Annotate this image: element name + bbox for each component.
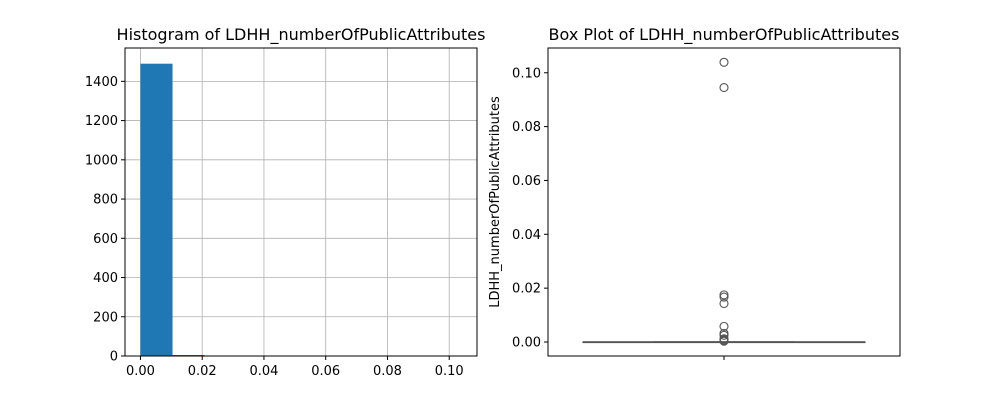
boxplot-y-ticks: 0.00 0.02 0.04 0.06 0.08 0.10 (512, 66, 548, 351)
histogram-title: Histogram of LDHH_numberOfPublicAttribut… (117, 25, 486, 45)
histogram-y-tick-label: 1000 (85, 153, 118, 168)
boxplot-y-axis-label: LDHH_numberOfPublicAttributes (488, 96, 503, 308)
boxplot-y-tick-label: 0.02 (512, 282, 541, 297)
boxplot-outlier-point (719, 336, 729, 346)
boxplot-outlier-point (719, 57, 729, 67)
histogram-bars (140, 63, 462, 357)
histogram-y-tick-label: 600 (93, 232, 118, 247)
histogram-x-ticks: 0.00 0.02 0.04 0.06 0.08 0.10 (126, 356, 464, 379)
histogram-bar (140, 63, 173, 356)
histogram-y-ticks: 0 200 400 600 800 1000 1200 1400 (85, 75, 125, 365)
histogram-y-tick-label: 800 (93, 193, 118, 208)
histogram-grid (125, 48, 477, 357)
boxplot-y-tick-label: 0.08 (512, 120, 541, 135)
boxplot-outliers (719, 57, 729, 346)
boxplot-y-tick-label: 0.00 (512, 336, 541, 351)
histogram-y-tick-label: 400 (93, 271, 118, 286)
histogram-y-tick-label: 1400 (85, 75, 118, 90)
boxplot-panel: Box Plot of LDHH_numberOfPublicAttribute… (488, 25, 901, 360)
histogram-x-tick-label: 0.10 (435, 364, 464, 379)
boxplot-outlier-point (719, 298, 729, 309)
histogram-x-tick-label: 0.02 (188, 364, 217, 379)
histogram-y-tick-label: 1200 (85, 114, 118, 129)
histogram-x-tick-label: 0.00 (126, 364, 155, 379)
histogram-x-tick-label: 0.08 (373, 364, 402, 379)
boxplot-outlier-point (719, 292, 729, 302)
histogram-x-tick-label: 0.06 (311, 364, 340, 379)
boxplot-title: Box Plot of LDHH_numberOfPublicAttribute… (549, 25, 900, 45)
boxplot-axes-frame (547, 47, 901, 357)
boxplot-outlier-point (719, 330, 729, 340)
boxplot-outlier-point (719, 321, 729, 331)
histogram-x-tick-label: 0.04 (249, 364, 278, 379)
boxplot-y-tick-label: 0.06 (512, 174, 541, 189)
boxplot-y-tick-label: 0.04 (512, 228, 541, 243)
boxplot-outlier-point (719, 83, 729, 93)
histogram-axes-frame (124, 47, 478, 357)
histogram-panel: Histogram of LDHH_numberOfPublicAttribut… (85, 25, 486, 379)
histogram-y-tick-label: 0 (110, 350, 118, 365)
boxplot-y-tick-label: 0.10 (512, 66, 541, 81)
histogram-y-tick-label: 200 (93, 310, 118, 325)
